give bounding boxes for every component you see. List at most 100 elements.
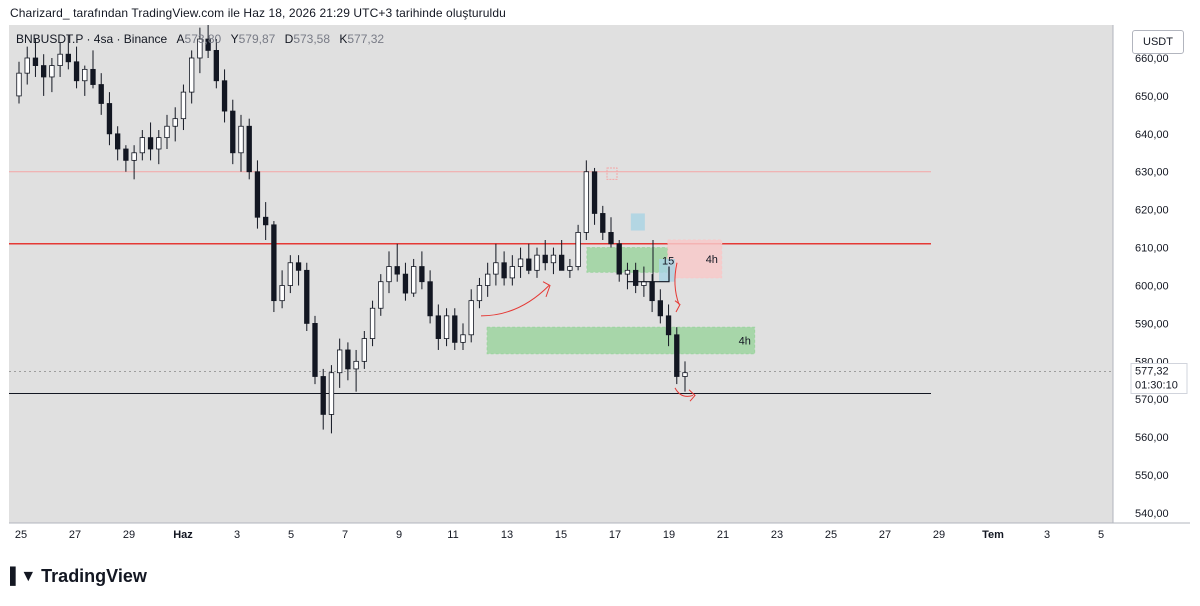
candle-body xyxy=(337,349,343,374)
candle-body xyxy=(468,300,474,336)
candle-body xyxy=(287,262,293,286)
x-tick-label: 13 xyxy=(501,529,513,541)
candle-body xyxy=(123,148,129,161)
candle-body xyxy=(345,349,351,370)
x-tick-label: Haz xyxy=(173,529,193,541)
y-tick-label: 540,00 xyxy=(1135,508,1169,520)
candle-body xyxy=(567,266,573,271)
candle-body xyxy=(476,285,483,302)
candle-body xyxy=(550,254,557,264)
legend-symbol[interactable]: BNBUSDT.P · 4sa · Binance xyxy=(16,32,168,46)
candle-body xyxy=(674,334,680,377)
x-tick-label: 19 xyxy=(663,529,675,541)
tradingview-logo-text: TradingView xyxy=(41,566,147,586)
zone-lower-green-zone[interactable] xyxy=(486,326,756,355)
x-tick-label: 23 xyxy=(771,529,783,541)
candle-body xyxy=(649,281,655,302)
candle-body xyxy=(213,50,219,82)
candle-body xyxy=(246,125,252,173)
candle-body xyxy=(205,38,211,51)
candle-body xyxy=(254,171,261,218)
candle-body xyxy=(197,38,203,59)
candle-body xyxy=(443,315,450,339)
candle-body xyxy=(57,53,63,66)
candle-body xyxy=(427,281,433,317)
candle-body xyxy=(353,360,359,370)
candle-body xyxy=(230,110,236,154)
candle-body xyxy=(435,315,441,339)
candle-body xyxy=(238,125,244,154)
x-tick-label: 29 xyxy=(123,529,135,541)
y-tick-label: 640,00 xyxy=(1135,129,1169,141)
candle-body xyxy=(328,372,335,415)
x-tick-label: 17 xyxy=(609,529,621,541)
legend-close-label: K xyxy=(339,32,348,46)
last-price-box xyxy=(1130,362,1188,394)
x-tick-label: 5 xyxy=(1098,529,1104,541)
legend-open-label: A xyxy=(176,32,185,46)
candle-body xyxy=(82,68,88,82)
tradingview-logo-icon: ▌▼ xyxy=(10,567,36,585)
candle-body xyxy=(542,254,548,264)
candle-body xyxy=(411,266,417,294)
candle-body xyxy=(189,57,195,93)
candle-body xyxy=(65,53,71,63)
candle-body xyxy=(394,266,400,275)
time-axis[interactable] xyxy=(9,523,1190,548)
x-tick-label: 3 xyxy=(234,529,240,541)
x-tick-label: 21 xyxy=(717,529,729,541)
x-tick-label: 7 xyxy=(342,529,348,541)
candle-body xyxy=(452,315,458,343)
annotation-blue-box-1[interactable] xyxy=(630,213,645,231)
candle-body xyxy=(41,65,47,78)
countdown-label: 01:30:10 xyxy=(1135,379,1178,391)
candle-body xyxy=(386,266,392,283)
top-marker xyxy=(606,167,618,180)
y-tick-label: 630,00 xyxy=(1135,167,1169,179)
candle-body xyxy=(164,125,170,139)
candle-body xyxy=(16,72,22,97)
candlestick-chart[interactable]: 4h4h15540,00550,00560,00570,00580,00590,… xyxy=(9,25,1190,548)
candle-body xyxy=(32,57,39,66)
arrow-support-curve xyxy=(674,387,694,397)
zone-label-lower-green-zone: 4h xyxy=(739,335,751,347)
candle-body xyxy=(73,61,80,82)
x-tick-label: 3 xyxy=(1044,529,1050,541)
bracket-line xyxy=(627,266,670,283)
annotation-blue-box-15[interactable] xyxy=(659,258,675,282)
y-tick-label: 610,00 xyxy=(1135,243,1169,255)
currency-button[interactable]: USDT xyxy=(1132,30,1184,54)
candle-body xyxy=(24,57,30,74)
y-tick-label: 560,00 xyxy=(1135,432,1169,444)
candle-body xyxy=(682,372,688,377)
price-axis[interactable] xyxy=(1113,25,1190,523)
candle-body xyxy=(156,137,162,150)
arrow-up-curve xyxy=(480,285,550,317)
arrow-down-curve xyxy=(674,262,680,305)
candle-body xyxy=(608,232,614,245)
zone-red-zone[interactable] xyxy=(667,239,723,279)
y-tick-label: 590,00 xyxy=(1135,318,1169,330)
plot-background xyxy=(9,25,1113,523)
candle-body xyxy=(279,285,285,302)
candle-body xyxy=(271,224,277,302)
x-tick-label: 29 xyxy=(933,529,945,541)
legend-low-value: 573,58 xyxy=(293,32,331,46)
x-tick-label: 5 xyxy=(288,529,294,541)
legend-close-value: 577,32 xyxy=(347,32,385,46)
candle-body xyxy=(221,80,228,112)
candle-body xyxy=(312,323,318,377)
candle-body xyxy=(559,254,565,271)
candle-body xyxy=(485,273,491,286)
candle-body xyxy=(98,84,104,104)
candle-body xyxy=(361,338,367,362)
arrow-down-head xyxy=(674,300,681,313)
candle-body xyxy=(147,137,154,150)
y-tick-label: 600,00 xyxy=(1135,280,1169,292)
candle-body xyxy=(263,216,269,226)
x-tick-label: 11 xyxy=(447,529,458,541)
last-price-label: 577,32 xyxy=(1135,365,1169,377)
candle-body xyxy=(460,334,466,343)
header-caption: Charizard_ tarafından TradingView.com il… xyxy=(10,6,506,20)
candle-body xyxy=(501,262,507,279)
